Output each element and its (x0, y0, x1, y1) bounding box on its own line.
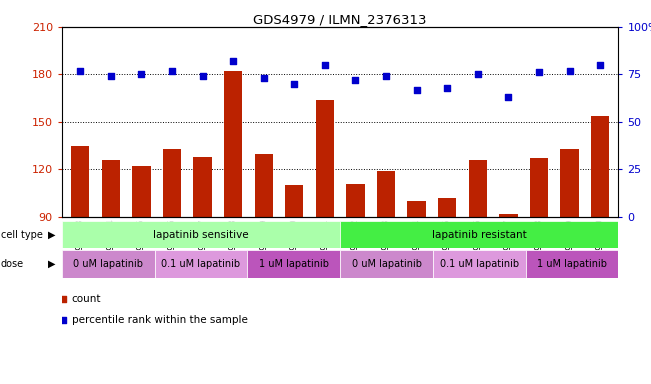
Point (534, 70, 544, 76)
Bar (316, 100, 334, 217)
Bar (469, 160, 487, 217)
Point (234, 44, 245, 50)
Bar (408, 201, 426, 217)
Text: 1 uM lapatinib: 1 uM lapatinib (537, 259, 607, 269)
Text: ▶: ▶ (48, 259, 55, 269)
Bar (530, 158, 548, 217)
Text: ▶: ▶ (48, 230, 55, 240)
Bar (193, 157, 212, 217)
Bar (499, 214, 518, 217)
Point (564, 68, 575, 74)
Text: 1 uM lapatinib: 1 uM lapatinib (258, 259, 329, 269)
Text: count: count (72, 294, 101, 304)
Point (105, 73, 116, 79)
Point (595, 62, 605, 68)
Bar (255, 154, 273, 217)
Text: dose: dose (1, 259, 24, 269)
Point (381, 73, 391, 79)
Point (136, 71, 146, 78)
Point (258, 75, 269, 81)
Point (197, 73, 208, 79)
Text: 0.1 uM lapatinib: 0.1 uM lapatinib (439, 259, 519, 269)
Text: 0 uM lapatinib: 0 uM lapatinib (73, 259, 143, 269)
Point (228, 58, 238, 64)
Point (350, 77, 361, 83)
Point (503, 94, 514, 100)
Bar (247, 250, 340, 278)
Text: lapatinib sensitive: lapatinib sensitive (153, 230, 249, 240)
Point (442, 84, 452, 91)
Bar (561, 149, 579, 217)
Bar (154, 250, 247, 278)
Point (75, 68, 85, 74)
Text: 0.1 uM lapatinib: 0.1 uM lapatinib (161, 259, 241, 269)
Bar (525, 250, 618, 278)
Bar (71, 146, 89, 217)
Bar (102, 160, 120, 217)
Point (289, 81, 299, 87)
Text: 0 uM lapatinib: 0 uM lapatinib (352, 259, 422, 269)
Text: cell type: cell type (1, 230, 42, 240)
Text: percentile rank within the sample: percentile rank within the sample (72, 315, 247, 325)
Text: lapatinib resistant: lapatinib resistant (432, 230, 527, 240)
Bar (346, 184, 365, 217)
Bar (377, 171, 395, 217)
Point (411, 86, 422, 93)
Bar (224, 71, 242, 217)
Point (234, 236, 245, 242)
Bar (62, 250, 154, 278)
Point (320, 62, 330, 68)
Bar (438, 198, 456, 217)
Bar (591, 116, 609, 217)
Bar (62, 221, 340, 248)
Point (167, 68, 177, 74)
Bar (340, 250, 433, 278)
Bar (433, 250, 525, 278)
Bar (163, 149, 181, 217)
Title: GDS4979 / ILMN_2376313: GDS4979 / ILMN_2376313 (253, 13, 427, 26)
Point (473, 71, 483, 78)
Bar (285, 185, 303, 217)
Bar (340, 221, 618, 248)
Bar (132, 166, 150, 217)
